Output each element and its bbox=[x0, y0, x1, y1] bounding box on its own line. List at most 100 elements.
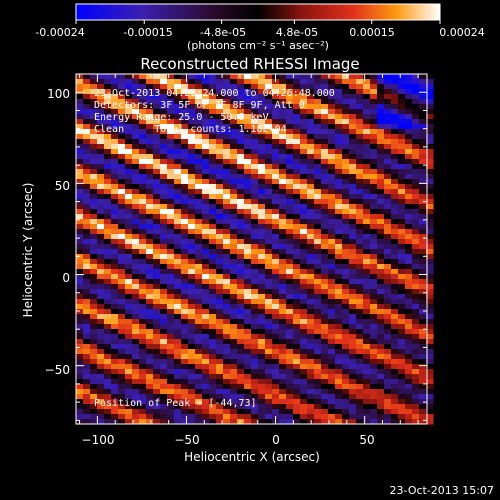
heatmap-cell bbox=[300, 264, 308, 270]
heatmap-cell bbox=[195, 374, 203, 380]
heatmap-cell bbox=[370, 309, 378, 315]
heatmap-cell bbox=[83, 99, 91, 105]
heatmap-cell bbox=[335, 394, 343, 400]
heatmap-cell bbox=[286, 199, 294, 205]
heatmap-cell bbox=[223, 289, 231, 295]
heatmap-cell bbox=[230, 79, 238, 85]
heatmap-cell bbox=[335, 219, 343, 225]
heatmap-cell bbox=[125, 239, 133, 245]
heatmap-cell bbox=[398, 79, 406, 85]
heatmap-cell bbox=[90, 274, 98, 280]
heatmap-cell bbox=[223, 224, 231, 230]
heatmap-cell bbox=[258, 244, 266, 250]
heatmap-cell bbox=[335, 379, 343, 385]
heatmap-cell bbox=[139, 109, 147, 115]
heatmap-cell bbox=[83, 174, 91, 180]
heatmap-cell bbox=[307, 84, 315, 90]
heatmap-cell bbox=[412, 254, 420, 260]
heatmap-cell bbox=[104, 274, 112, 280]
heatmap-cell bbox=[146, 149, 154, 155]
heatmap-cell bbox=[377, 239, 385, 245]
heatmap-cell bbox=[76, 329, 84, 335]
heatmap-cell bbox=[90, 304, 98, 310]
heatmap-cell bbox=[209, 329, 217, 335]
heatmap-cell bbox=[118, 319, 126, 325]
heatmap-cell bbox=[139, 189, 147, 195]
heatmap-cell bbox=[104, 374, 112, 380]
heatmap-cell bbox=[405, 294, 413, 300]
heatmap-cell bbox=[307, 254, 315, 260]
heatmap-cell bbox=[230, 144, 238, 150]
heatmap-cell bbox=[349, 89, 357, 95]
heatmap-cell bbox=[258, 369, 266, 375]
heatmap-cell bbox=[307, 229, 315, 235]
heatmap-cell bbox=[314, 399, 322, 405]
heatmap-cell bbox=[132, 344, 140, 350]
heatmap-cell bbox=[223, 89, 231, 95]
heatmap-cell bbox=[104, 309, 112, 315]
heatmap-cell bbox=[293, 174, 301, 180]
heatmap-cell bbox=[111, 134, 119, 140]
heatmap-cell bbox=[391, 119, 399, 125]
heatmap-cell bbox=[412, 349, 420, 355]
heatmap-cell bbox=[160, 99, 168, 105]
heatmap-cell bbox=[335, 274, 343, 280]
heatmap-cell bbox=[188, 244, 196, 250]
heatmap-cell bbox=[314, 414, 322, 420]
heatmap-cell bbox=[216, 154, 224, 160]
heatmap-cell bbox=[216, 309, 224, 315]
heatmap-cell bbox=[363, 399, 371, 405]
heatmap-cell bbox=[356, 284, 364, 290]
heatmap-cell bbox=[405, 239, 413, 245]
heatmap-cell bbox=[223, 229, 231, 235]
heatmap-cell bbox=[237, 209, 245, 215]
heatmap-cell bbox=[321, 399, 329, 405]
heatmap-cell bbox=[384, 319, 392, 325]
heatmap-cell bbox=[216, 84, 224, 90]
heatmap-cell bbox=[139, 294, 147, 300]
heatmap-cell bbox=[251, 164, 259, 170]
heatmap-cell bbox=[146, 169, 154, 175]
heatmap-cell bbox=[237, 279, 245, 285]
heatmap-cell bbox=[405, 74, 413, 80]
heatmap-cell bbox=[111, 199, 119, 205]
heatmap-cell bbox=[391, 199, 399, 205]
heatmap-cell bbox=[132, 359, 140, 365]
heatmap-cell bbox=[384, 364, 392, 370]
heatmap-cell bbox=[279, 349, 287, 355]
heatmap-cell bbox=[76, 124, 84, 130]
heatmap-cell bbox=[188, 154, 196, 160]
heatmap-cell bbox=[167, 109, 175, 115]
heatmap-cell bbox=[125, 189, 133, 195]
heatmap-cell bbox=[216, 244, 224, 250]
heatmap-cell bbox=[216, 274, 224, 280]
heatmap-cell bbox=[314, 254, 322, 260]
heatmap-cell bbox=[384, 419, 392, 425]
heatmap-cell bbox=[370, 389, 378, 395]
heatmap-cell bbox=[139, 344, 147, 350]
heatmap-cell bbox=[90, 189, 98, 195]
heatmap-cell bbox=[76, 379, 84, 385]
heatmap-cell bbox=[377, 334, 385, 340]
heatmap-cell bbox=[153, 344, 161, 350]
heatmap-cell bbox=[349, 324, 357, 330]
heatmap-cell bbox=[188, 194, 196, 200]
heatmap-cell bbox=[181, 264, 189, 270]
heatmap-cell bbox=[97, 119, 105, 125]
heatmap-cell bbox=[335, 349, 343, 355]
heatmap-cell bbox=[223, 149, 231, 155]
heatmap-cell bbox=[356, 109, 364, 115]
heatmap-cell bbox=[405, 154, 413, 160]
heatmap-cell bbox=[237, 359, 245, 365]
heatmap-cell bbox=[76, 284, 84, 290]
heatmap-cell bbox=[293, 359, 301, 365]
heatmap-cell bbox=[279, 169, 287, 175]
heatmap-cell bbox=[426, 364, 434, 370]
heatmap-cell bbox=[153, 134, 161, 140]
heatmap-cell bbox=[251, 179, 259, 185]
heatmap-cell bbox=[209, 129, 217, 135]
heatmap-cell bbox=[153, 114, 161, 120]
heatmap-cell bbox=[398, 84, 406, 90]
heatmap-cell bbox=[356, 419, 364, 425]
heatmap-cell bbox=[153, 209, 161, 215]
